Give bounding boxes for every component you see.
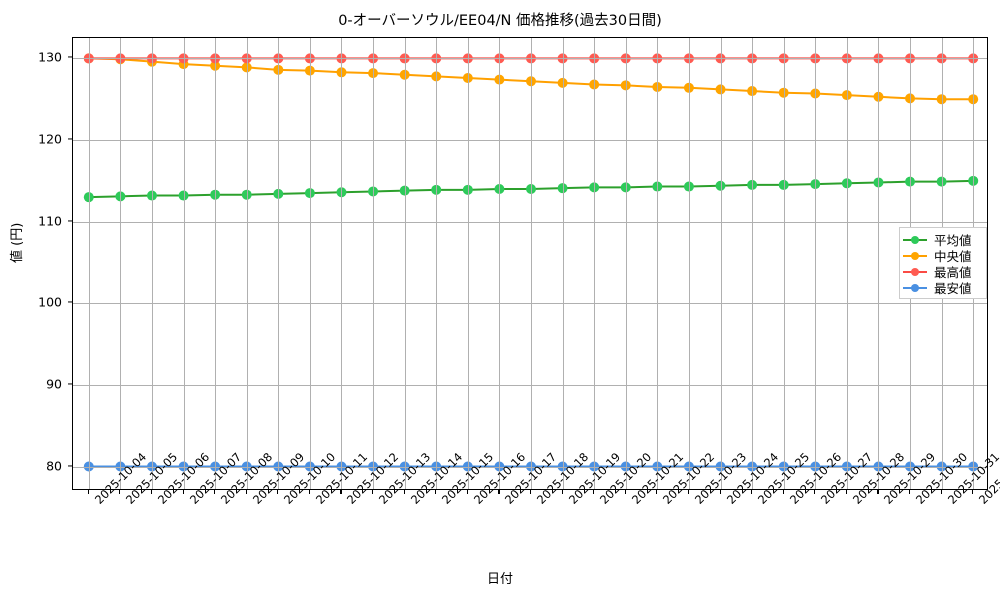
x-tick-mark bbox=[593, 490, 595, 494]
gridline-horizontal bbox=[73, 466, 987, 468]
legend-label: 最安値 bbox=[934, 280, 972, 296]
y-tick-label: 130 bbox=[38, 49, 62, 65]
gridline-vertical bbox=[562, 38, 564, 489]
gridline-vertical bbox=[657, 38, 659, 489]
x-tick-mark bbox=[435, 490, 437, 494]
x-tick-mark bbox=[624, 490, 626, 494]
x-tick-mark bbox=[845, 490, 847, 494]
x-tick-mark bbox=[814, 490, 816, 494]
plot-area bbox=[72, 37, 988, 490]
gridline-vertical bbox=[436, 38, 438, 489]
data-point-marker bbox=[589, 79, 600, 90]
x-tick-mark bbox=[87, 490, 89, 494]
y-tick-label: 110 bbox=[38, 213, 62, 229]
x-tick-mark bbox=[877, 490, 879, 494]
legend-label: 中央値 bbox=[934, 248, 972, 264]
x-tick-mark bbox=[530, 490, 532, 494]
x-tick-mark bbox=[498, 490, 500, 494]
legend-swatch-icon bbox=[902, 280, 928, 294]
gridline-vertical bbox=[467, 38, 469, 489]
data-point-marker bbox=[652, 81, 663, 92]
gridline-vertical bbox=[120, 38, 122, 489]
y-tick-label: 100 bbox=[38, 294, 62, 310]
gridline-vertical bbox=[625, 38, 627, 489]
legend-swatch-icon bbox=[902, 248, 928, 262]
x-tick-mark bbox=[245, 490, 247, 494]
x-tick-mark bbox=[561, 490, 563, 494]
x-tick-mark bbox=[150, 490, 153, 494]
x-tick-mark bbox=[751, 490, 753, 494]
page-title: 0-オーバーソウル/EE04/N 価格推移(過去30日間) bbox=[338, 13, 662, 29]
gridline-vertical bbox=[183, 38, 185, 489]
gridline-vertical bbox=[752, 38, 754, 489]
gridline-horizontal bbox=[73, 384, 987, 386]
x-tick-mark bbox=[214, 490, 216, 494]
gridline-horizontal bbox=[73, 58, 987, 60]
y-axis-ticks: 80 90 100 110 120 130 bbox=[0, 37, 72, 490]
gridline-vertical bbox=[341, 38, 343, 489]
y-tick-mark bbox=[68, 301, 72, 303]
x-tick-mark bbox=[719, 490, 721, 494]
y-tick-mark bbox=[68, 56, 72, 58]
gridline-vertical bbox=[215, 38, 217, 489]
x-tick-mark bbox=[403, 490, 405, 494]
data-point-marker bbox=[589, 182, 600, 193]
gridline-vertical bbox=[720, 38, 722, 489]
x-tick-mark bbox=[372, 490, 374, 494]
legend-item[interactable]: 最高値 bbox=[902, 263, 984, 280]
gridline-horizontal bbox=[73, 221, 987, 223]
gridline-vertical bbox=[815, 38, 817, 489]
gridline-vertical bbox=[688, 38, 690, 489]
x-tick-mark bbox=[277, 490, 279, 494]
gridline-vertical bbox=[783, 38, 785, 489]
gridline-horizontal bbox=[73, 140, 987, 142]
x-tick-mark bbox=[119, 490, 121, 494]
gridline-vertical bbox=[309, 38, 311, 489]
legend-item[interactable]: 中央値 bbox=[902, 247, 984, 264]
gridline-vertical bbox=[594, 38, 596, 489]
x-tick-mark bbox=[656, 490, 658, 494]
legend-swatch-icon bbox=[902, 232, 928, 246]
legend-label: 最高値 bbox=[934, 264, 972, 280]
gridline-vertical bbox=[151, 38, 153, 489]
data-point-marker bbox=[652, 181, 663, 192]
x-tick-mark bbox=[308, 490, 310, 494]
gridline-vertical bbox=[878, 38, 880, 489]
gridline-vertical bbox=[404, 38, 406, 489]
y-tick-mark bbox=[68, 220, 72, 222]
gridline-vertical bbox=[278, 38, 280, 489]
x-tick-mark bbox=[182, 490, 184, 494]
gridline-vertical bbox=[88, 38, 90, 489]
x-tick-mark bbox=[687, 490, 690, 494]
x-axis-label: 日付 bbox=[486, 572, 513, 587]
data-point-marker bbox=[905, 176, 916, 187]
gridline-vertical bbox=[531, 38, 532, 489]
y-tick-label: 80 bbox=[46, 458, 62, 473]
x-axis-ticks: 2025-10-04 2025-10-05 2025-10-06 2025-10-07… bbox=[72, 450, 1000, 600]
x-tick-mark bbox=[466, 490, 468, 494]
gridline-vertical bbox=[246, 38, 248, 489]
x-tick-mark bbox=[909, 490, 911, 494]
x-tick-mark bbox=[972, 490, 974, 494]
x-tick-mark bbox=[940, 490, 942, 494]
y-tick-mark bbox=[68, 383, 72, 385]
y-tick-mark bbox=[68, 464, 72, 467]
legend-item[interactable]: 最安値 bbox=[902, 279, 984, 296]
gridline-vertical bbox=[846, 38, 848, 489]
gridline-vertical bbox=[373, 38, 375, 489]
x-tick-mark bbox=[782, 490, 784, 494]
legend-label: 平均値 bbox=[934, 232, 972, 248]
gridline-horizontal bbox=[73, 303, 987, 305]
legend-swatch-icon bbox=[902, 264, 928, 278]
y-tick-label: 90 bbox=[46, 376, 62, 392]
y-tick-label: 120 bbox=[38, 131, 62, 147]
legend: 平均値 中央値 最高値 最安値 bbox=[899, 227, 987, 299]
x-tick-mark bbox=[340, 490, 342, 494]
y-tick-mark bbox=[68, 138, 72, 140]
data-point-marker bbox=[905, 93, 916, 104]
legend-item[interactable]: 平均値 bbox=[902, 231, 984, 248]
gridline-vertical bbox=[499, 38, 501, 489]
